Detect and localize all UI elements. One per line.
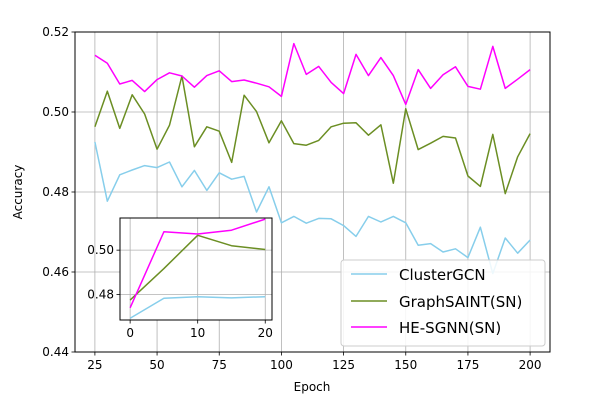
inset-plot-lines bbox=[129, 218, 266, 319]
main-x-tick-label: 50 bbox=[149, 358, 164, 372]
main-ticks: 25 50 75 100 125 150 175 2000.440.460.480.500.5… bbox=[42, 25, 541, 372]
main-x-tick-label: 75 bbox=[212, 358, 227, 372]
x-axis-label: Epoch bbox=[294, 380, 331, 394]
main-y-tick-label: 0.46 bbox=[42, 265, 69, 279]
main-x-tick-label: 150 bbox=[394, 358, 417, 372]
main-x-tick-label: 125 bbox=[332, 358, 355, 372]
inset-series-line-he-sgnn-sn bbox=[129, 218, 266, 309]
legend-label-hesgnn: HE-SGNN(SN) bbox=[399, 319, 501, 337]
main-y-tick-label: 0.44 bbox=[42, 345, 69, 359]
main-series-line-he-sgnn-sn bbox=[94, 42, 531, 106]
main-x-tick-label: 175 bbox=[456, 358, 479, 372]
main-x-tick-label: 200 bbox=[519, 358, 542, 372]
main-x-tick-label: 100 bbox=[270, 358, 293, 372]
main-y-tick-label: 0.48 bbox=[42, 185, 69, 199]
inset-y-tick-label: 0.48 bbox=[87, 288, 114, 302]
inset-background bbox=[120, 218, 272, 320]
inset-x-tick-label: 10 bbox=[190, 326, 205, 340]
inset-x-tick-label: 20 bbox=[258, 326, 273, 340]
main-plot-lines bbox=[94, 42, 531, 275]
legend-label-clustergcn: ClusterGCN bbox=[399, 266, 486, 284]
legend-box bbox=[340, 259, 546, 347]
main-x-tick-label: 25 bbox=[87, 358, 102, 372]
inset-series-line-clustergcn bbox=[129, 295, 266, 319]
inset-y-tick-label: 0.50 bbox=[87, 243, 114, 257]
inset-series-line-graphsaint-sn bbox=[129, 234, 266, 301]
main-series-line-clustergcn bbox=[94, 141, 531, 275]
main-series-line-graphsaint-sn bbox=[94, 75, 531, 195]
main-y-tick-label: 0.50 bbox=[42, 105, 69, 119]
main-y-tick-label: 0.52 bbox=[42, 25, 69, 39]
inset-x-tick-label: 0 bbox=[126, 326, 134, 340]
inset-ticks: 0 10 20 0.48 0.50 bbox=[87, 243, 273, 340]
y-axis-label: Accuracy bbox=[11, 165, 25, 220]
legend-label-graphsaint: GraphSAINT(SN) bbox=[399, 293, 522, 311]
inset-axes-frame bbox=[119, 217, 273, 321]
legend: ClusterGCN GraphSAINT(SN) HE-SGNN(SN) bbox=[340, 259, 546, 347]
